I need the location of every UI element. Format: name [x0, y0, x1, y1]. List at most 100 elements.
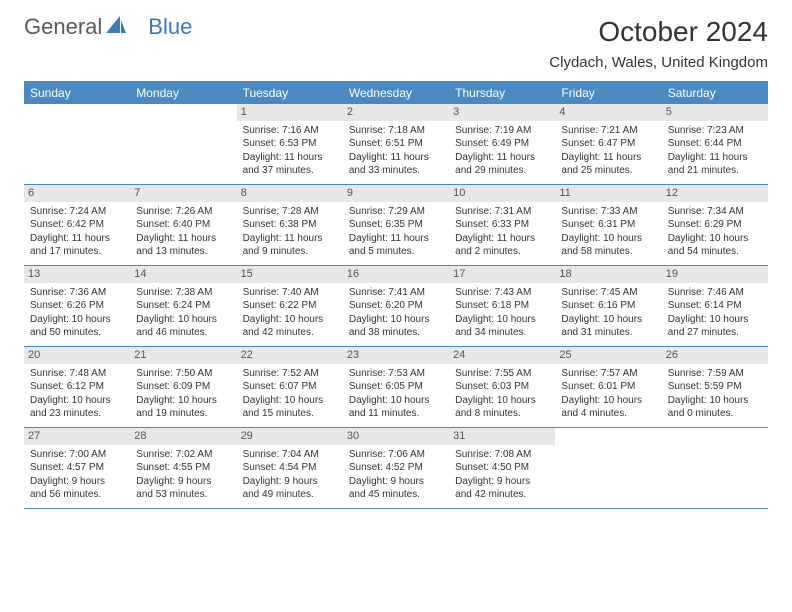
day-cell	[130, 104, 236, 184]
day-info-line: Sunset: 5:59 PM	[668, 380, 762, 394]
day-number: 22	[237, 347, 343, 364]
dow-sat: Saturday	[662, 82, 768, 104]
day-number: 26	[662, 347, 768, 364]
day-info-line: Sunrise: 7:48 AM	[30, 367, 124, 381]
week-row: 27Sunrise: 7:00 AMSunset: 4:57 PMDayligh…	[24, 428, 768, 509]
day-info-line: Daylight: 10 hours and 50 minutes.	[30, 313, 124, 340]
day-number: 27	[24, 428, 130, 445]
day-info-line: Sunrise: 7:52 AM	[243, 367, 337, 381]
day-info-line: Sunrise: 7:16 AM	[243, 124, 337, 138]
logo: General Blue	[24, 16, 192, 38]
day-info-line: Sunset: 6:35 PM	[349, 218, 443, 232]
day-info-line: Daylight: 10 hours and 31 minutes.	[561, 313, 655, 340]
day-cell: 18Sunrise: 7:45 AMSunset: 6:16 PMDayligh…	[555, 266, 661, 346]
day-info-line: Sunset: 6:26 PM	[30, 299, 124, 313]
day-info-line: Daylight: 11 hours and 5 minutes.	[349, 232, 443, 259]
location: Clydach, Wales, United Kingdom	[549, 54, 768, 71]
dow-tue: Tuesday	[237, 82, 343, 104]
day-number: 21	[130, 347, 236, 364]
day-info-line: Daylight: 10 hours and 23 minutes.	[30, 394, 124, 421]
day-info-line: Sunset: 6:51 PM	[349, 137, 443, 151]
day-number: 11	[555, 185, 661, 202]
day-info-line: Daylight: 9 hours and 53 minutes.	[136, 475, 230, 502]
month-title: October 2024	[549, 16, 768, 48]
day-number: 14	[130, 266, 236, 283]
day-info-line: Daylight: 9 hours and 49 minutes.	[243, 475, 337, 502]
logo-text-1: General	[24, 16, 102, 38]
dow-fri: Friday	[555, 82, 661, 104]
day-info-line: Daylight: 11 hours and 13 minutes.	[136, 232, 230, 259]
day-number: 6	[24, 185, 130, 202]
day-info-line: Sunrise: 7:19 AM	[455, 124, 549, 138]
day-number: 31	[449, 428, 555, 445]
day-cell: 25Sunrise: 7:57 AMSunset: 6:01 PMDayligh…	[555, 347, 661, 427]
day-info-line: Sunset: 6:22 PM	[243, 299, 337, 313]
week-row: 1Sunrise: 7:16 AMSunset: 6:53 PMDaylight…	[24, 104, 768, 185]
day-cell: 6Sunrise: 7:24 AMSunset: 6:42 PMDaylight…	[24, 185, 130, 265]
day-info-line: Sunrise: 7:38 AM	[136, 286, 230, 300]
day-info-line: Sunset: 4:54 PM	[243, 461, 337, 475]
day-info-line: Daylight: 10 hours and 8 minutes.	[455, 394, 549, 421]
day-number: 9	[343, 185, 449, 202]
day-info-line: Sunset: 6:38 PM	[243, 218, 337, 232]
weeks-container: 1Sunrise: 7:16 AMSunset: 6:53 PMDaylight…	[24, 104, 768, 509]
day-number: 20	[24, 347, 130, 364]
day-cell: 31Sunrise: 7:08 AMSunset: 4:50 PMDayligh…	[449, 428, 555, 508]
day-info-line: Sunrise: 7:08 AM	[455, 448, 549, 462]
day-cell: 23Sunrise: 7:53 AMSunset: 6:05 PMDayligh…	[343, 347, 449, 427]
day-info-line: Daylight: 10 hours and 27 minutes.	[668, 313, 762, 340]
day-info-line: Sunset: 6:09 PM	[136, 380, 230, 394]
day-info-line: Sunset: 6:33 PM	[455, 218, 549, 232]
day-cell: 10 Sunrise: 7:31 AMSunset: 6:33 PMDayligh…	[449, 185, 555, 265]
day-cell: 9 Sunrise: 7:29 AMSunset: 6:35 PMDaylight…	[343, 185, 449, 265]
day-number: 23	[343, 347, 449, 364]
day-number: 12	[662, 185, 768, 202]
day-number: 30	[343, 428, 449, 445]
day-info-line: Sunset: 6:44 PM	[668, 137, 762, 151]
day-info-line: Sunrise: 7:59 AM	[668, 367, 762, 381]
day-info-line: Sunset: 6:31 PM	[561, 218, 655, 232]
day-info-line: Sunrise: 7:28 AM	[243, 205, 337, 219]
day-info-line: Sunrise: 7:41 AM	[349, 286, 443, 300]
day-info-line: Daylight: 11 hours and 2 minutes.	[455, 232, 549, 259]
day-number: 10	[449, 185, 555, 202]
day-cell: 20 Sunrise: 7:48 AMSunset: 6:12 PMDayligh…	[24, 347, 130, 427]
day-info-line: Sunrise: 7:53 AM	[349, 367, 443, 381]
day-info-line: Sunset: 6:29 PM	[668, 218, 762, 232]
day-info-line: Daylight: 10 hours and 19 minutes.	[136, 394, 230, 421]
day-info-line: Sunset: 6:01 PM	[561, 380, 655, 394]
day-info-line: Sunset: 6:53 PM	[243, 137, 337, 151]
day-number: 4	[555, 104, 661, 121]
day-number: 28	[130, 428, 236, 445]
day-info-line: Sunset: 4:52 PM	[349, 461, 443, 475]
day-cell	[555, 428, 661, 508]
day-info-line: Sunset: 6:12 PM	[30, 380, 124, 394]
day-cell: 5Sunrise: 7:23 AMSunset: 6:44 PMDaylight…	[662, 104, 768, 184]
day-info-line: Sunrise: 7:29 AM	[349, 205, 443, 219]
day-cell: 27Sunrise: 7:00 AMSunset: 4:57 PMDayligh…	[24, 428, 130, 508]
day-info-line: Daylight: 9 hours and 42 minutes.	[455, 475, 549, 502]
header: General Blue October 2024 Clydach, Wales…	[24, 16, 768, 71]
day-info-line: Sunset: 6:18 PM	[455, 299, 549, 313]
day-info-line: Daylight: 10 hours and 34 minutes.	[455, 313, 549, 340]
day-info-line: Sunrise: 7:31 AM	[455, 205, 549, 219]
day-number: 18	[555, 266, 661, 283]
day-info-line: Daylight: 11 hours and 25 minutes.	[561, 151, 655, 178]
day-info-line: Sunrise: 7:00 AM	[30, 448, 124, 462]
day-number: 24	[449, 347, 555, 364]
day-info-line: Sunrise: 7:46 AM	[668, 286, 762, 300]
day-info-line: Sunrise: 7:34 AM	[668, 205, 762, 219]
day-info-line: Sunset: 6:05 PM	[349, 380, 443, 394]
day-info-line: Daylight: 11 hours and 17 minutes.	[30, 232, 124, 259]
day-info-line: Daylight: 10 hours and 42 minutes.	[243, 313, 337, 340]
day-info-line: Sunset: 6:40 PM	[136, 218, 230, 232]
day-info-line: Sunrise: 7:18 AM	[349, 124, 443, 138]
day-cell: 29Sunrise: 7:04 AMSunset: 4:54 PMDayligh…	[237, 428, 343, 508]
day-info-line: Sunrise: 7:50 AM	[136, 367, 230, 381]
day-info-line: Sunrise: 7:04 AM	[243, 448, 337, 462]
day-info-line: Sunrise: 7:21 AM	[561, 124, 655, 138]
dow-thu: Thursday	[449, 82, 555, 104]
week-row: 20Sunrise: 7:48 AMSunset: 6:12 PMDayligh…	[24, 347, 768, 428]
day-number: 8	[237, 185, 343, 202]
day-info-line: Daylight: 9 hours and 45 minutes.	[349, 475, 443, 502]
